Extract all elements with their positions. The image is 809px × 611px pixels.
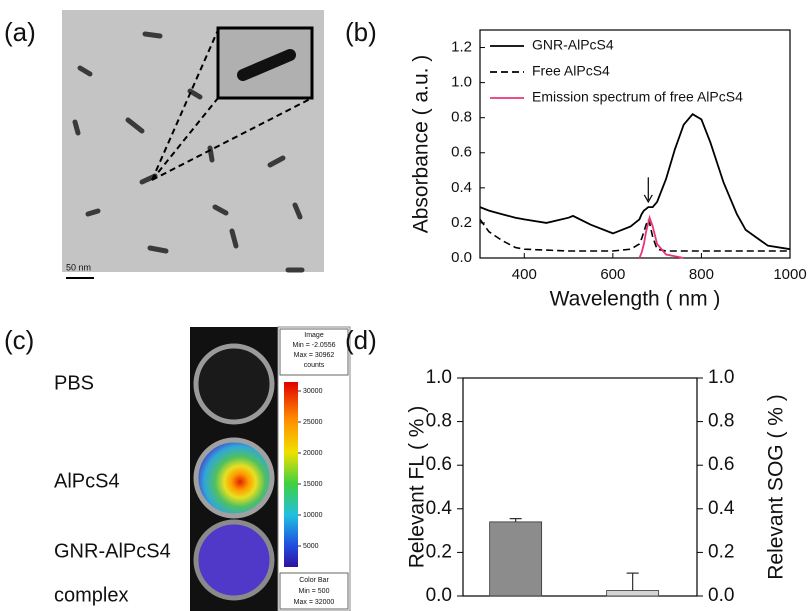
row-label: PBS — [54, 372, 94, 394]
bar — [489, 521, 543, 597]
scale-label: 50 nm — [66, 262, 91, 272]
colorbar-tick-label: 30000 — [303, 388, 323, 395]
legend-label: Emission spectrum of free AlPcS4 — [532, 89, 743, 105]
colorbar-tick-label: 5000 — [303, 543, 319, 550]
colorbar-tick-label: 10000 — [303, 512, 323, 519]
error-bar — [626, 572, 639, 591]
panel-label: (b) — [345, 17, 377, 47]
colorbar-box — [279, 572, 349, 610]
row-label: GNR-AlPcS4 — [54, 540, 171, 562]
y-tick-label: 1.0 — [426, 367, 452, 388]
y-tick-label: 0.8 — [426, 411, 452, 432]
y-tick-label: 0.6 — [426, 454, 452, 475]
x-tick-label: 800 — [689, 266, 714, 283]
y-tick-label: 0.4 — [426, 498, 453, 519]
box-text: Color Bar — [299, 577, 329, 584]
plot-frame — [479, 29, 791, 259]
legend-label: Free AlPcS4 — [532, 63, 610, 79]
series-line — [479, 217, 790, 252]
y-tick-label: 0.0 — [451, 249, 472, 266]
box-text: Max = 30962 — [294, 352, 335, 359]
x-tick-label: 1000 — [773, 266, 806, 283]
y-tick-label: 0.2 — [451, 214, 472, 231]
y2-axis-label: Relevant SOG ( % ) — [765, 394, 788, 580]
y-axis-label: Relevant FL ( % ) — [406, 406, 429, 569]
x-tick-label: 600 — [600, 266, 625, 283]
inset-rod — [237, 49, 296, 81]
y-axis-label: Absorbance ( a.u. ) — [410, 55, 433, 234]
y-tick-label: 0.2 — [426, 541, 452, 562]
y2-tick-label: 0.6 — [708, 454, 734, 475]
box-text: Min = 500 — [299, 588, 330, 595]
plot-frame — [462, 377, 698, 597]
well — [193, 343, 275, 425]
panel-label: (d) — [345, 325, 377, 355]
panel-label: (c) — [4, 325, 34, 355]
y-tick-label: 0.8 — [451, 109, 472, 126]
y-tick-label: 1.0 — [451, 74, 472, 91]
legend-label: GNR-AlPcS4 — [532, 37, 614, 53]
series-line — [479, 113, 791, 251]
y2-tick-label: 0.2 — [708, 541, 734, 562]
well — [193, 437, 275, 519]
panel-label: (a) — [4, 17, 36, 47]
x-tick-label: 400 — [512, 266, 537, 283]
y-tick-label: 0.4 — [451, 179, 472, 196]
colorbar-tick-label: 25000 — [303, 419, 323, 426]
colorbar-tick-label: 20000 — [303, 450, 323, 457]
series-line — [638, 214, 684, 259]
y-tick-label: 0.6 — [451, 144, 472, 161]
panel-a: 50 nm (a) — [4, 10, 324, 279]
y2-tick-label: 0.0 — [708, 585, 734, 606]
arrow-head — [643, 194, 653, 204]
row-label: AlPcS4 — [54, 470, 120, 492]
box-text: Image — [304, 332, 324, 339]
zoom-lines — [151, 29, 313, 181]
x-axis-label: Wavelength ( nm ) — [550, 288, 721, 311]
y-tick-label: 1.2 — [451, 39, 472, 56]
box-text: Min = -2.0556 — [293, 342, 336, 349]
image-box — [279, 328, 349, 376]
row-label: complex — [54, 584, 128, 606]
y2-tick-label: 1.0 — [708, 367, 734, 388]
box-text: Max = 32000 — [294, 599, 335, 606]
box-text: counts — [304, 362, 325, 369]
well — [193, 519, 275, 601]
bar — [606, 590, 660, 597]
colorbar — [284, 382, 298, 567]
panel-c: (c) PBS AlPcS4 GNR-AlPcS4 complex Image … — [4, 325, 351, 611]
colorbar-tick-label: 15000 — [303, 481, 323, 488]
y-tick-label: 0.0 — [426, 585, 452, 606]
error-bar — [509, 518, 522, 522]
y2-tick-label: 0.8 — [708, 411, 734, 432]
y2-tick-label: 0.4 — [708, 498, 735, 519]
